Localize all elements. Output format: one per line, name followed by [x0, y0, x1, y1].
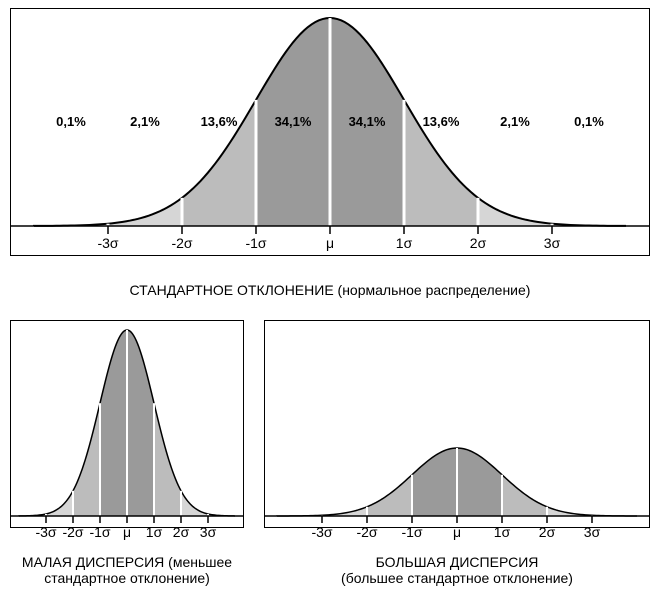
small-caption: МАЛАЯ ДИСПЕРСИЯ (меньшее стандартное отк…: [0, 554, 254, 586]
svg-text:-1σ: -1σ: [401, 524, 422, 540]
main-svg: -3σ -2σ -1σ μ 1σ 2σ 3σ 0,1% 2,1% 13,6% 34,1% 34,1% 1…: [10, 8, 650, 284]
large-caption: БОЛЬШАЯ ДИСПЕРСИЯ (большее стандартное о…: [264, 554, 650, 586]
svg-text:2σ: 2σ: [539, 524, 556, 540]
svg-text:0,1%: 0,1%: [574, 114, 604, 129]
svg-text:1σ: 1σ: [494, 524, 511, 540]
svg-text:3σ: 3σ: [544, 235, 561, 251]
svg-text:3σ: 3σ: [584, 524, 601, 540]
svg-text:2σ: 2σ: [470, 235, 487, 251]
small-caption-l2: стандартное отклонение): [44, 570, 210, 586]
svg-text:μ: μ: [326, 235, 334, 251]
svg-text:2,1%: 2,1%: [500, 114, 530, 129]
svg-text:-1σ: -1σ: [245, 235, 266, 251]
svg-text:-3σ: -3σ: [97, 235, 118, 251]
large-svg: -3σ -2σ -1σ μ 1σ 2σ 3σ: [264, 320, 650, 554]
small-svg: -3σ -2σ -1σ μ 1σ 2σ 3σ: [10, 320, 244, 554]
small-panel: -3σ -2σ -1σ μ 1σ 2σ 3σ: [10, 320, 244, 554]
svg-text:-2σ: -2σ: [171, 235, 192, 251]
large-caption-l1: БОЛЬШАЯ ДИСПЕРСИЯ: [376, 554, 539, 570]
large-caption-l2: (большее стандартное отклонение): [341, 570, 573, 586]
svg-text:0,1%: 0,1%: [56, 114, 86, 129]
svg-text:-3σ: -3σ: [311, 524, 332, 540]
main-panel: -3σ -2σ -1σ μ 1σ 2σ 3σ 0,1% 2,1% 13,6% 34,1% 34,1% 1…: [10, 8, 650, 284]
svg-text:34,1%: 34,1%: [275, 114, 312, 129]
svg-text:13,6%: 13,6%: [423, 114, 460, 129]
svg-text:1σ: 1σ: [396, 235, 413, 251]
svg-text:-1σ: -1σ: [89, 524, 110, 540]
svg-text:2,1%: 2,1%: [130, 114, 160, 129]
svg-text:34,1%: 34,1%: [349, 114, 386, 129]
small-caption-l1: МАЛАЯ ДИСПЕРСИЯ (меньшее: [22, 554, 232, 570]
svg-text:μ: μ: [123, 524, 131, 540]
svg-text:3σ: 3σ: [200, 524, 217, 540]
svg-text:13,6%: 13,6%: [201, 114, 238, 129]
svg-text:-2σ: -2σ: [356, 524, 377, 540]
svg-text:1σ: 1σ: [146, 524, 163, 540]
main-caption: СТАНДАРТНОЕ ОТКЛОНЕНИЕ (нормальное распр…: [10, 282, 650, 298]
large-panel: -3σ -2σ -1σ μ 1σ 2σ 3σ: [264, 320, 650, 554]
svg-text:-3σ: -3σ: [35, 524, 56, 540]
svg-text:2σ: 2σ: [173, 524, 190, 540]
svg-text:-2σ: -2σ: [62, 524, 83, 540]
svg-text:μ: μ: [453, 524, 461, 540]
